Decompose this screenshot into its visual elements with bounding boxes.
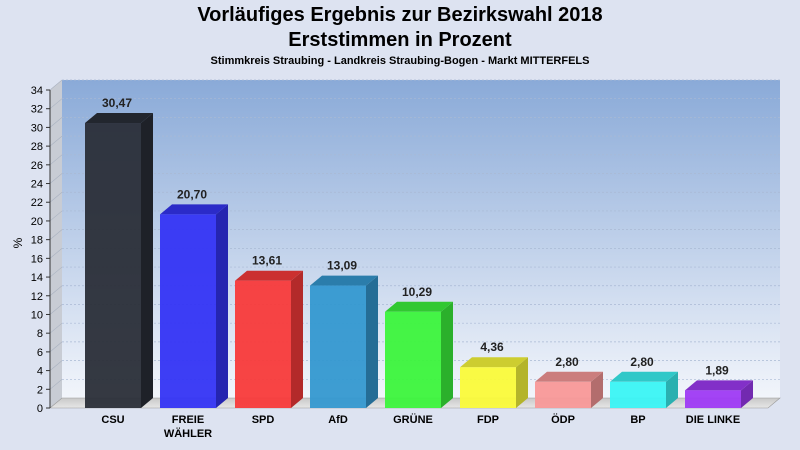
bar-front bbox=[610, 381, 666, 408]
y-tick-label: 24 bbox=[31, 179, 43, 191]
bar bbox=[235, 270, 303, 408]
y-tick-label: 22 bbox=[31, 197, 43, 209]
y-tick-label: 6 bbox=[37, 347, 43, 359]
y-tick-label: 12 bbox=[31, 291, 43, 303]
bar-top bbox=[610, 371, 678, 382]
x-tick-label: CSU bbox=[101, 414, 124, 426]
x-tick-label: DIE LINKE bbox=[686, 414, 740, 426]
y-axis-label: % bbox=[11, 237, 25, 248]
bar bbox=[460, 357, 528, 408]
y-tick-label: 32 bbox=[31, 104, 43, 116]
chart-caption: Stimmkreis Straubing - Landkreis Straubi… bbox=[210, 55, 590, 67]
grid-line-side bbox=[49, 229, 63, 240]
bar bbox=[685, 380, 753, 408]
grid-line-side bbox=[49, 285, 63, 296]
bar-side bbox=[366, 275, 378, 408]
chart-title: Vorläufiges Ergebnis zur Bezirkswahl 201… bbox=[197, 4, 603, 26]
bar-value-label: 2,80 bbox=[555, 355, 579, 369]
bar-side bbox=[216, 204, 228, 408]
bar-side bbox=[516, 357, 528, 408]
bar-top bbox=[85, 113, 153, 124]
grid-line-side bbox=[49, 248, 63, 259]
grid-line-side bbox=[49, 341, 63, 353]
bar-top bbox=[535, 371, 603, 382]
y-tick-label: 20 bbox=[31, 216, 43, 228]
bar-side bbox=[141, 113, 153, 409]
bar-top bbox=[160, 204, 228, 215]
bar-front bbox=[85, 123, 141, 409]
grid-line-side bbox=[49, 266, 63, 278]
bar-value-label: 13,61 bbox=[252, 254, 282, 268]
bar bbox=[385, 301, 453, 408]
y-tick-label: 10 bbox=[31, 309, 43, 321]
bar-side bbox=[441, 301, 453, 408]
bar-value-label: 1,89 bbox=[705, 363, 729, 377]
bar-front bbox=[160, 214, 216, 408]
bar bbox=[535, 371, 603, 408]
bar-side bbox=[741, 380, 753, 408]
bar bbox=[85, 113, 153, 409]
y-tick-label: 26 bbox=[31, 160, 43, 172]
bar-value-label: 20,70 bbox=[177, 187, 207, 201]
grid-line-side bbox=[49, 154, 63, 166]
bar bbox=[610, 371, 678, 408]
bar-front bbox=[685, 390, 741, 408]
bar-top bbox=[310, 275, 378, 286]
grid-line-side bbox=[49, 304, 63, 315]
bar-top bbox=[460, 357, 528, 368]
grid-line-side bbox=[49, 173, 63, 184]
grid-line-side bbox=[49, 79, 63, 91]
grid-line-side bbox=[49, 379, 63, 390]
y-tick-label: 8 bbox=[37, 328, 43, 340]
x-tick-label: SPD bbox=[252, 414, 275, 426]
bar bbox=[310, 275, 378, 408]
bar-value-label: 13,09 bbox=[327, 259, 357, 273]
y-tick-label: 18 bbox=[31, 235, 43, 247]
y-tick-label: 14 bbox=[31, 272, 43, 284]
y-tick-label: 28 bbox=[31, 141, 43, 153]
x-tick-label: FREIE bbox=[172, 414, 204, 426]
y-tick-label: 4 bbox=[37, 366, 43, 378]
bar-side bbox=[591, 371, 603, 408]
bar-front bbox=[535, 381, 591, 408]
bar bbox=[160, 204, 228, 408]
bar-value-label: 2,80 bbox=[630, 355, 654, 369]
y-tick-label: 34 bbox=[31, 85, 43, 97]
bar-value-label: 4,36 bbox=[480, 340, 504, 354]
x-tick-label: GRÜNE bbox=[393, 413, 433, 426]
y-tick-label: 2 bbox=[37, 384, 43, 396]
x-tick-label: FDP bbox=[477, 414, 499, 426]
bar-top bbox=[385, 301, 453, 312]
x-tick-label: ÖDP bbox=[551, 413, 575, 426]
bar-side bbox=[291, 270, 303, 408]
x-tick-label: AfD bbox=[328, 414, 348, 426]
chart-subtitle: Erststimmen in Prozent bbox=[288, 29, 512, 51]
grid-line-side bbox=[49, 98, 63, 109]
left-wall bbox=[50, 80, 62, 408]
x-tick-label: BP bbox=[630, 414, 645, 426]
y-tick-label: 0 bbox=[37, 403, 43, 415]
grid-line-side bbox=[49, 117, 63, 128]
grid-line-side bbox=[49, 322, 63, 334]
bar-value-label: 10,29 bbox=[402, 285, 432, 299]
y-tick-label: 16 bbox=[31, 253, 43, 265]
bar-value-label: 30,47 bbox=[102, 96, 132, 110]
bar-front bbox=[310, 285, 366, 408]
bar-front bbox=[235, 280, 291, 408]
y-tick-label: 30 bbox=[31, 122, 43, 134]
bar-side bbox=[666, 371, 678, 408]
bar-front bbox=[385, 311, 441, 408]
bar-front bbox=[460, 367, 516, 408]
x-tick-label: WÄHLER bbox=[164, 427, 212, 440]
grid-line-side bbox=[49, 360, 63, 371]
grid-line-side bbox=[49, 135, 63, 147]
bar-top bbox=[235, 270, 303, 281]
grid-line-side bbox=[49, 192, 63, 203]
bar-top bbox=[685, 380, 753, 391]
grid-line-side bbox=[49, 210, 63, 222]
